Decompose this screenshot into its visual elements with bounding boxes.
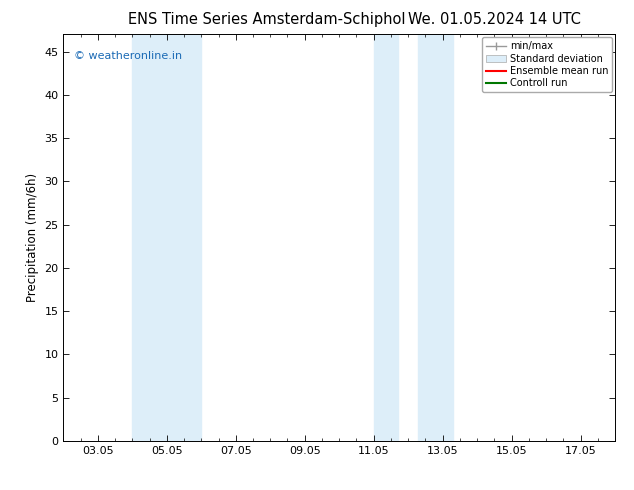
Legend: min/max, Standard deviation, Ensemble mean run, Controll run: min/max, Standard deviation, Ensemble me…: [482, 37, 612, 92]
Text: ENS Time Series Amsterdam-Schiphol: ENS Time Series Amsterdam-Schiphol: [127, 12, 405, 27]
Text: We. 01.05.2024 14 UTC: We. 01.05.2024 14 UTC: [408, 12, 581, 27]
Y-axis label: Precipitation (mm/6h): Precipitation (mm/6h): [26, 173, 39, 302]
Bar: [418, 34, 453, 441]
Bar: [133, 34, 202, 441]
Text: © weatheronline.in: © weatheronline.in: [74, 50, 183, 61]
Bar: [373, 34, 398, 441]
